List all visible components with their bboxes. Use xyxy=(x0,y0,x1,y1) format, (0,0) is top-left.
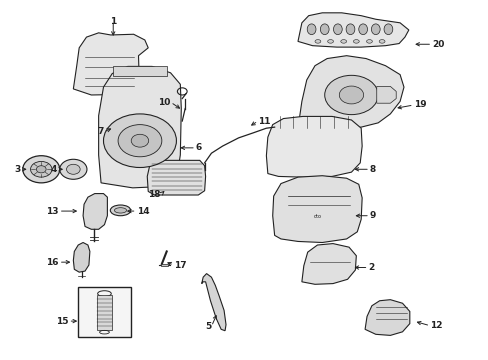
Text: 12: 12 xyxy=(429,321,442,330)
Text: 13: 13 xyxy=(46,207,59,216)
Text: oto: oto xyxy=(313,213,321,219)
Circle shape xyxy=(103,114,176,167)
Ellipse shape xyxy=(320,24,328,35)
Polygon shape xyxy=(272,176,362,243)
Ellipse shape xyxy=(383,24,392,35)
Text: 9: 9 xyxy=(369,211,376,220)
Text: 1: 1 xyxy=(110,17,116,26)
Polygon shape xyxy=(113,66,166,76)
Text: 15: 15 xyxy=(56,316,68,325)
Text: 20: 20 xyxy=(431,40,444,49)
Polygon shape xyxy=(301,244,356,284)
Polygon shape xyxy=(297,56,403,130)
Ellipse shape xyxy=(366,40,372,43)
Ellipse shape xyxy=(340,40,346,43)
Text: 7: 7 xyxy=(97,127,103,136)
Text: 2: 2 xyxy=(368,263,374,272)
Circle shape xyxy=(339,86,363,104)
Text: 17: 17 xyxy=(174,261,186,270)
Circle shape xyxy=(131,134,148,147)
Text: 8: 8 xyxy=(369,165,375,174)
Polygon shape xyxy=(201,274,225,331)
Polygon shape xyxy=(73,33,148,95)
Ellipse shape xyxy=(306,24,315,35)
Polygon shape xyxy=(99,66,181,188)
Ellipse shape xyxy=(353,40,359,43)
Circle shape xyxy=(324,75,377,114)
Polygon shape xyxy=(297,13,408,47)
Ellipse shape xyxy=(314,40,320,43)
Circle shape xyxy=(118,125,162,157)
Ellipse shape xyxy=(333,24,342,35)
Ellipse shape xyxy=(327,40,333,43)
Text: 11: 11 xyxy=(258,117,270,126)
Ellipse shape xyxy=(346,24,354,35)
Polygon shape xyxy=(266,116,362,177)
Ellipse shape xyxy=(114,208,126,213)
Ellipse shape xyxy=(110,205,130,216)
Circle shape xyxy=(66,164,80,174)
Ellipse shape xyxy=(371,24,379,35)
Text: 3: 3 xyxy=(15,165,21,174)
Polygon shape xyxy=(161,264,167,266)
Text: 5: 5 xyxy=(205,322,211,331)
Polygon shape xyxy=(73,243,90,272)
Text: 10: 10 xyxy=(158,98,170,107)
Polygon shape xyxy=(365,300,409,336)
Polygon shape xyxy=(147,160,205,195)
Circle shape xyxy=(60,159,87,179)
Circle shape xyxy=(23,156,60,183)
Ellipse shape xyxy=(358,24,367,35)
Text: 16: 16 xyxy=(46,258,59,267)
Polygon shape xyxy=(376,86,395,103)
Circle shape xyxy=(30,161,52,177)
Text: 18: 18 xyxy=(148,190,161,199)
Bar xyxy=(78,287,130,337)
Text: 6: 6 xyxy=(196,143,202,152)
Polygon shape xyxy=(97,295,112,330)
Text: 19: 19 xyxy=(413,100,426,109)
Circle shape xyxy=(36,166,46,173)
Text: 14: 14 xyxy=(136,207,149,216)
Text: 4: 4 xyxy=(51,165,57,174)
Polygon shape xyxy=(83,194,107,229)
Ellipse shape xyxy=(378,40,384,43)
